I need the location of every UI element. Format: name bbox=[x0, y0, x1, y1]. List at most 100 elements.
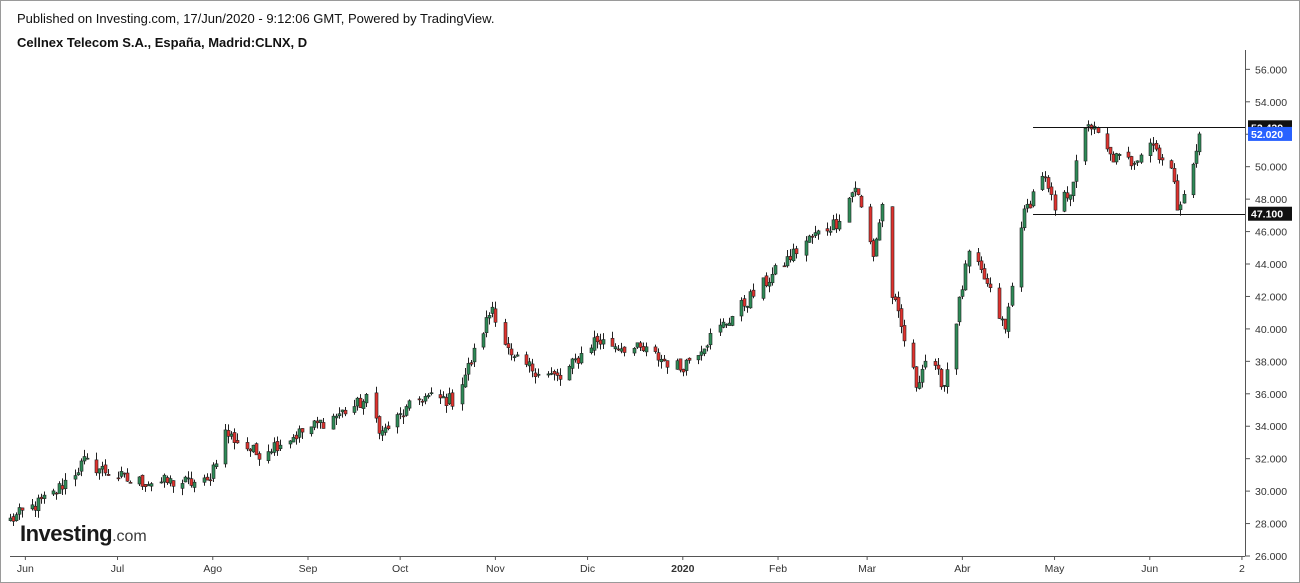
candle-body-up bbox=[727, 322, 732, 326]
candle-body-up bbox=[82, 456, 87, 462]
candle bbox=[1172, 163, 1177, 184]
candle-body-down bbox=[509, 348, 514, 356]
candle bbox=[401, 409, 406, 424]
candle bbox=[202, 474, 207, 486]
candle bbox=[232, 428, 237, 450]
candle-body-up bbox=[816, 230, 821, 235]
candle-body-up bbox=[619, 348, 624, 352]
candle-body-up bbox=[1019, 227, 1024, 288]
candle bbox=[1031, 189, 1036, 208]
candle-body-up bbox=[635, 342, 640, 348]
candle bbox=[337, 407, 342, 419]
price-badge bbox=[1248, 126, 1292, 141]
candle-body-down bbox=[1175, 180, 1180, 211]
candle bbox=[1191, 162, 1196, 199]
candle-body-up bbox=[137, 476, 142, 485]
candle-body-up bbox=[874, 238, 879, 257]
candle bbox=[1028, 200, 1033, 209]
candle bbox=[312, 420, 317, 431]
candle bbox=[1003, 318, 1008, 334]
candle bbox=[128, 480, 133, 484]
candle bbox=[576, 356, 581, 369]
y-tick-label: 34.000 bbox=[1255, 421, 1287, 433]
candle-body-up bbox=[463, 374, 468, 388]
candle-body-up bbox=[202, 477, 207, 483]
candle-body-up bbox=[850, 192, 855, 198]
candle-body-down bbox=[11, 516, 16, 522]
candle-body-up bbox=[312, 420, 317, 428]
candle-body-down bbox=[533, 372, 538, 377]
candle-body-up bbox=[447, 393, 452, 405]
y-tick-label: 28.000 bbox=[1255, 519, 1287, 531]
candle-body-up bbox=[309, 426, 314, 435]
candle-body-down bbox=[417, 398, 422, 401]
candle-body-up bbox=[853, 187, 858, 193]
candle bbox=[782, 262, 787, 268]
candle bbox=[813, 225, 818, 239]
candle bbox=[205, 473, 210, 481]
candle bbox=[791, 243, 796, 263]
candle-body-down bbox=[859, 195, 864, 208]
candle-body-down bbox=[530, 363, 535, 372]
candle-body-down bbox=[681, 368, 686, 373]
y-axis: 26.000 28.000 30.000 32.000 34.000 36.000 38.0… bbox=[1245, 50, 1287, 563]
price-badge-label: 47.100 bbox=[1251, 209, 1283, 221]
candle-body-down bbox=[39, 496, 44, 500]
candle-body-up bbox=[1062, 191, 1067, 212]
candle-body-up bbox=[352, 406, 357, 413]
candle bbox=[248, 448, 253, 457]
candle bbox=[288, 440, 293, 449]
candle bbox=[54, 491, 59, 500]
candle bbox=[106, 469, 111, 476]
candle bbox=[742, 295, 747, 312]
candle-body-up bbox=[297, 428, 302, 438]
candle bbox=[979, 256, 984, 274]
candle-body-up bbox=[920, 368, 925, 383]
candle bbox=[816, 229, 821, 240]
candle-body-down bbox=[143, 484, 148, 487]
candle-body-down bbox=[902, 325, 907, 342]
candle bbox=[920, 364, 925, 388]
candle bbox=[536, 368, 541, 378]
candle-body-down bbox=[834, 219, 839, 229]
candle-body-down bbox=[1089, 124, 1094, 130]
candle-body-down bbox=[205, 476, 210, 481]
candle bbox=[549, 367, 554, 376]
candle bbox=[364, 393, 369, 407]
candle bbox=[890, 206, 895, 305]
candle bbox=[598, 333, 603, 350]
candle-body-up bbox=[364, 394, 369, 404]
candle-body-up bbox=[42, 494, 47, 499]
candle-body-down bbox=[1105, 133, 1110, 150]
candle-body-down bbox=[576, 357, 581, 364]
candle-body-up bbox=[917, 382, 922, 389]
candle-body-up bbox=[1010, 285, 1015, 306]
candle bbox=[377, 415, 382, 440]
candle-body-up bbox=[288, 440, 293, 445]
candle bbox=[441, 391, 446, 399]
candle bbox=[619, 342, 624, 354]
y-tick-label: 42.000 bbox=[1255, 291, 1287, 303]
candle-body-up bbox=[960, 289, 965, 297]
candle bbox=[641, 342, 646, 352]
candle-body-down bbox=[171, 480, 176, 487]
candle bbox=[11, 513, 16, 526]
candle bbox=[942, 384, 947, 392]
candle bbox=[493, 301, 498, 327]
candle-body-down bbox=[94, 459, 99, 474]
candle bbox=[871, 238, 876, 262]
candle bbox=[527, 357, 532, 373]
logo-brand: Investing bbox=[20, 521, 113, 546]
price-badge-label: 52.020 bbox=[1251, 129, 1283, 141]
candle-body-up bbox=[251, 444, 256, 453]
candle bbox=[168, 475, 173, 487]
candle-body-up bbox=[361, 401, 366, 409]
candle bbox=[552, 369, 557, 381]
candle bbox=[398, 407, 403, 420]
candle bbox=[530, 358, 535, 378]
candle-body-up bbox=[684, 359, 689, 371]
candle bbox=[149, 482, 154, 492]
candle-body-up bbox=[269, 451, 274, 454]
candle bbox=[484, 310, 489, 338]
